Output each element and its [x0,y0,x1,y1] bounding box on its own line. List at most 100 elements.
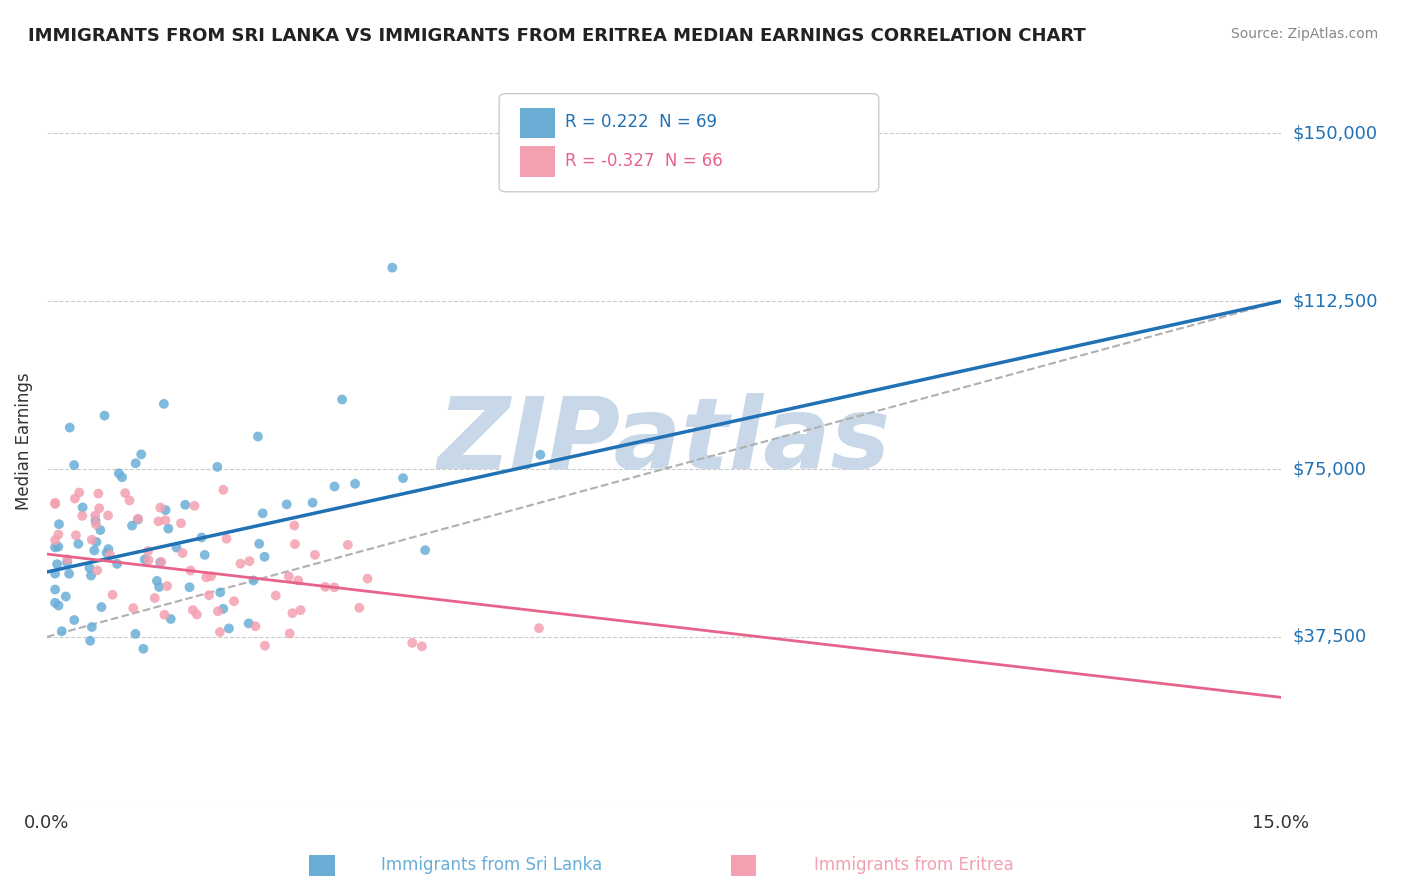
Point [122,601,145,615]
Point [72,508,94,523]
Point [278,626,301,640]
Point [44,566,66,581]
Point [80,533,103,547]
Point [323,479,346,493]
Point [84,517,107,532]
Point [356,572,378,586]
Point [174,498,197,512]
Point [195,570,218,584]
Point [253,549,276,564]
Point [56,552,79,566]
Point [84,508,107,523]
Point [63,458,86,472]
Text: IMMIGRANTS FROM SRI LANKA VS IMMIGRANTS FROM ERITREA MEDIAN EARNINGS CORRELATION: IMMIGRANTS FROM SRI LANKA VS IMMIGRANTS … [28,27,1085,45]
Point [149,555,172,569]
Point [153,397,176,411]
Point [238,616,260,631]
Point [252,506,274,520]
Point [129,447,152,461]
Point [67,537,90,551]
Point [277,569,299,583]
Point [132,641,155,656]
Point [63,613,86,627]
Text: Immigrants from Sri Lanka: Immigrants from Sri Lanka [381,856,603,874]
Point [159,612,181,626]
Point [90,600,112,615]
Point [198,588,221,602]
Point [48,517,70,532]
Point [155,513,177,527]
Point [153,607,176,622]
Point [209,585,232,599]
Point [148,580,170,594]
Point [114,486,136,500]
Point [118,493,141,508]
Y-axis label: Median Earnings: Median Earnings [15,372,32,510]
Point [330,392,353,407]
Point [222,594,245,608]
Point [65,528,87,542]
Point [529,448,551,462]
Point [183,499,205,513]
Point [207,459,229,474]
Text: $112,500: $112,500 [1294,293,1378,310]
Point [290,603,312,617]
Point [97,508,120,523]
Point [245,619,267,633]
Point [143,591,166,605]
Point [121,518,143,533]
Text: R = -0.327  N = 66: R = -0.327 N = 66 [565,153,723,170]
Point [186,607,208,622]
Point [242,574,264,588]
Text: $37,500: $37,500 [1294,628,1367,646]
Point [179,564,201,578]
Point [157,522,180,536]
Point [349,600,371,615]
Point [150,555,173,569]
Point [238,554,260,568]
Point [194,548,217,562]
Point [44,496,66,510]
Point [84,514,107,528]
Point [93,409,115,423]
Point [111,470,134,484]
Text: $75,000: $75,000 [1294,460,1367,478]
Point [314,580,336,594]
Point [97,542,120,557]
Point [86,563,108,577]
Point [96,546,118,560]
Point [247,537,270,551]
Point [287,574,309,588]
Point [208,625,231,640]
Point [284,537,307,551]
Point [301,496,323,510]
Point [381,260,404,275]
Point [264,589,287,603]
Point [101,588,124,602]
Point [46,540,69,554]
Point [344,476,367,491]
Point [166,541,188,555]
Point [56,555,79,569]
Point [253,639,276,653]
Point [89,523,111,537]
Point [124,627,146,641]
Point [79,633,101,648]
Text: ZIPatlas: ZIPatlas [437,392,890,490]
Point [44,582,66,597]
Point [413,543,436,558]
Point [98,548,121,562]
Point [281,606,304,620]
Point [218,622,240,636]
Point [212,602,235,616]
Point [527,621,550,635]
Point [80,568,103,582]
Point [89,501,111,516]
Point [59,420,82,434]
Point [283,518,305,533]
Point [276,497,298,511]
Point [411,640,433,654]
Point [105,557,128,571]
Point [155,503,177,517]
Point [87,486,110,500]
